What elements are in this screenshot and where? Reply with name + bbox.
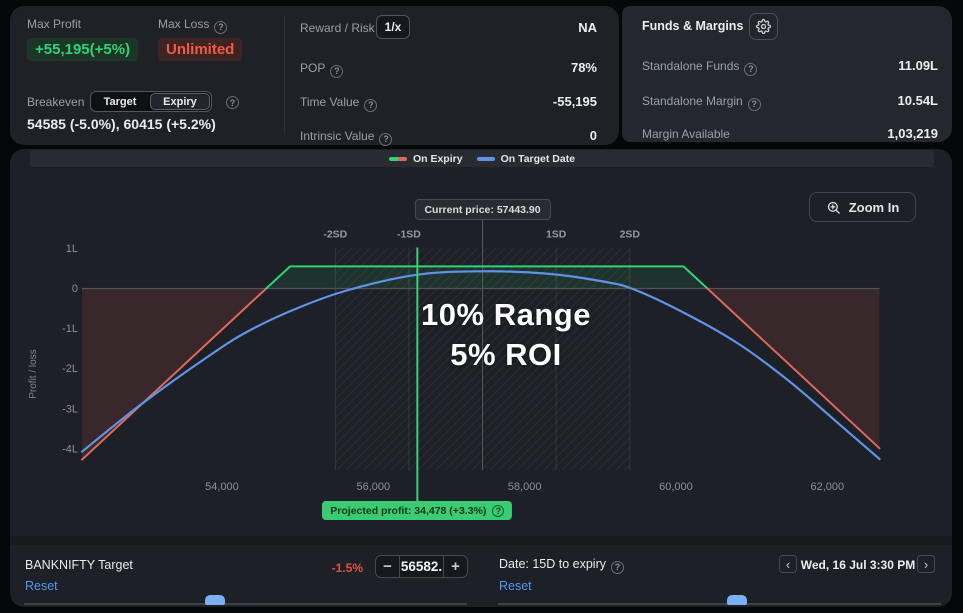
funds-margins-title: Funds & Margins <box>642 19 744 33</box>
date-slider-track[interactable] <box>498 603 941 605</box>
svg-text:-1L: -1L <box>62 323 78 335</box>
pop-help-icon[interactable]: ? <box>330 64 344 78</box>
svg-text:0: 0 <box>72 283 78 295</box>
svg-text:1SD: 1SD <box>546 229 567 241</box>
breakeven-label: Breakeven <box>27 95 85 109</box>
max-loss-help-icon[interactable]: ? <box>214 20 228 34</box>
margin-available-value: 1,03,219 <box>887 126 938 141</box>
max-profit-value: +55,195(+5%) <box>27 38 139 61</box>
range-annotation-line1: 10% Range <box>421 297 591 332</box>
target-price-decrement-button[interactable]: − <box>383 558 392 575</box>
chart-legend: On Expiry On Target Date <box>30 150 934 167</box>
payoff-chart[interactable]: -2SD -1SD 1SD 2SD 1L 0 -1L -2L -3L -4L Profit / lo… <box>10 149 952 545</box>
svg-text:62,000: 62,000 <box>810 481 844 493</box>
funds-settings-button[interactable] <box>749 13 778 40</box>
target-price-stepper: − 56582. + <box>375 555 468 578</box>
svg-text:-2L: -2L <box>62 363 78 375</box>
reward-risk-value: NA <box>578 20 597 35</box>
target-percent-change: -1.5% <box>331 561 363 575</box>
breakeven-toggle-expiry[interactable]: Expiry <box>150 93 210 110</box>
max-profit-label: Max Profit <box>27 17 82 31</box>
target-reset-link[interactable]: Reset <box>25 579 58 593</box>
svg-text:54,000: 54,000 <box>205 481 239 493</box>
standalone-margin-value: 10.54L <box>897 93 938 108</box>
date-prev-button[interactable]: ‹ <box>779 555 797 573</box>
pop-value: 78% <box>570 60 597 75</box>
legend-on-expiry: On Expiry <box>388 152 463 165</box>
svg-text:-2SD: -2SD <box>323 229 347 241</box>
time-value-value: -55,195 <box>552 94 597 109</box>
projected-profit-help-icon[interactable]: ? <box>492 504 505 517</box>
range-roi-annotation: 10% Range 5% ROI <box>421 295 591 375</box>
intrinsic-help-icon[interactable]: ? <box>379 132 393 146</box>
margin-available-label: Margin Available <box>642 127 730 141</box>
breakeven-toggle: Target Expiry <box>90 91 212 112</box>
target-price-input[interactable]: 56582. <box>399 556 444 577</box>
date-help-icon[interactable]: ? <box>611 560 624 574</box>
zoom-in-label: Zoom In <box>848 199 900 215</box>
target-datetime-label: Wed, 16 Jul 3:30 PM <box>800 558 916 572</box>
date-to-expiry-label: Date: 15D to expiry? <box>499 557 624 574</box>
standalone-funds-value: 11.09L <box>898 58 938 73</box>
reward-risk-label: Reward / Risk <box>300 21 375 35</box>
range-annotation-line2: 5% ROI <box>450 337 562 372</box>
target-price-increment-button[interactable]: + <box>451 558 460 575</box>
svg-text:2SD: 2SD <box>620 229 641 241</box>
max-loss-value: Unlimited <box>158 38 243 61</box>
svg-text:Profit / loss: Profit / loss <box>28 349 39 398</box>
breakeven-help-icon[interactable]: ? <box>226 96 239 109</box>
time-value-label: Time Value? <box>300 95 378 112</box>
payoff-chart-panel: On Expiry On Target Date -2SD -1SD 1SD 2SD 1… <box>10 149 952 607</box>
date-slider-handle[interactable] <box>727 595 747 605</box>
projected-profit-text: Projected profit: 34,478 (+3.3%) <box>330 504 487 517</box>
svg-text:-4L: -4L <box>62 443 78 455</box>
standalone-margin-help-icon[interactable]: ? <box>747 97 761 111</box>
intrinsic-value-label: Intrinsic Value? <box>300 129 393 146</box>
svg-text:56,000: 56,000 <box>356 481 390 493</box>
svg-text:-3L: -3L <box>62 403 78 415</box>
svg-text:-1SD: -1SD <box>397 229 421 241</box>
svg-text:1L: 1L <box>66 243 78 255</box>
standalone-margin-label: Standalone Margin? <box>642 94 761 111</box>
svg-text:58,000: 58,000 <box>508 481 542 493</box>
date-next-button[interactable]: › <box>917 555 935 573</box>
legend-on-target-date-label: On Target Date <box>500 152 576 165</box>
projected-profit-badge: Projected profit: 34,478 (+3.3%) ? <box>322 501 513 520</box>
svg-text:60,000: 60,000 <box>659 481 693 493</box>
instrument-target-label: BANKNIFTY Target <box>25 558 133 572</box>
current-price-tooltip: Current price: 57443.90 <box>414 199 551 220</box>
breakeven-toggle-target[interactable]: Target <box>103 95 137 108</box>
standalone-funds-label: Standalone Funds? <box>642 59 758 76</box>
bottom-bar-divider <box>10 536 952 545</box>
legend-on-expiry-label: On Expiry <box>412 152 463 165</box>
reward-risk-toggle-button[interactable]: 1/x <box>376 15 410 39</box>
gear-icon <box>756 19 771 34</box>
breakeven-values: 54585 (-5.0%), 60415 (+5.2%) <box>27 116 216 132</box>
legend-on-target-date: On Target Date <box>476 152 576 165</box>
standalone-funds-help-icon[interactable]: ? <box>744 62 758 76</box>
pop-label: POP? <box>300 61 344 78</box>
max-loss-label: Max Loss? <box>158 17 228 34</box>
zoom-in-icon <box>827 201 840 214</box>
target-date-line-swatch <box>476 156 495 161</box>
intrinsic-value-value: 0 <box>589 128 597 143</box>
target-price-slider-track[interactable] <box>24 603 467 605</box>
expiry-line-swatch <box>388 156 407 161</box>
date-reset-link[interactable]: Reset <box>499 579 532 593</box>
zoom-in-button[interactable]: Zoom In <box>809 192 916 222</box>
column-divider <box>284 16 285 134</box>
stats-panel: Max Profit Max Loss? +55,195(+5%) Unlimi… <box>10 6 619 146</box>
time-value-help-icon[interactable]: ? <box>364 98 378 112</box>
funds-margins-panel: Funds & Margins Standalone Funds? 11.09L… <box>622 6 952 142</box>
target-price-slider-handle[interactable] <box>205 595 225 605</box>
